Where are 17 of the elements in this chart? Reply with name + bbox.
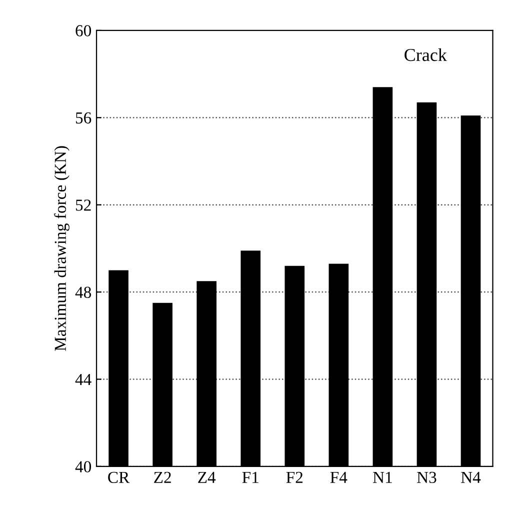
y-tick-label: 48 xyxy=(75,286,92,298)
annotation: Crack xyxy=(404,48,447,62)
x-tick-label: N4 xyxy=(461,472,481,483)
x-tick-label: F4 xyxy=(330,472,348,483)
x-tick-label: CR xyxy=(108,472,130,484)
x-tick-label: Z4 xyxy=(198,472,216,483)
x-tick-label: F2 xyxy=(286,472,303,483)
y-tick-label: 44 xyxy=(75,374,92,386)
y-axis-title: Maximum drawing force (KN) xyxy=(54,146,70,351)
y-tick-label: 56 xyxy=(76,112,92,124)
x-tick-label: Z2 xyxy=(154,472,171,483)
x-tick-label: F1 xyxy=(242,472,258,483)
x-tick-label: N3 xyxy=(417,472,436,484)
y-tick-label: 52 xyxy=(76,200,91,211)
y-tick-label: 40 xyxy=(75,461,92,472)
y-tick-label: 60 xyxy=(76,25,92,36)
x-tick-label: N1 xyxy=(372,472,392,483)
